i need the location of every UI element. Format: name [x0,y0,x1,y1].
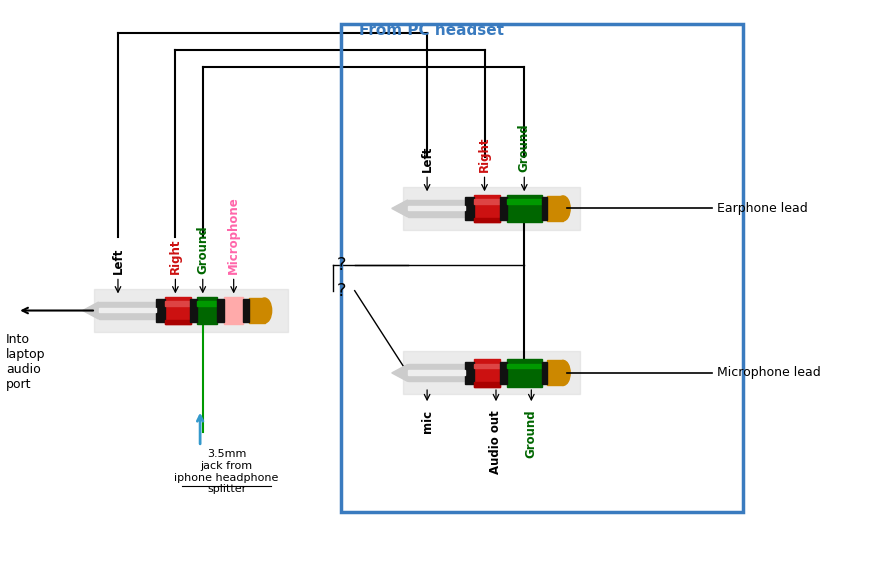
Bar [507,195,542,222]
Text: Microphone lead: Microphone lead [717,367,820,380]
Text: Into
laptop
audio
port: Into laptop audio port [6,333,45,391]
Text: Left: Left [112,247,124,274]
Bar [244,299,249,322]
Bar [465,361,474,384]
Bar [507,364,542,368]
Bar [403,351,580,394]
Text: Ground: Ground [197,225,209,274]
Bar [190,299,198,322]
Bar [408,206,465,210]
Bar [548,360,563,385]
Bar [165,320,191,324]
Bar [403,187,580,230]
Bar [341,24,743,512]
Text: ?: ? [337,256,346,274]
Bar [500,197,507,220]
Bar [198,297,217,324]
Bar [474,218,501,222]
Bar [408,370,465,374]
Bar [156,299,165,322]
Bar [507,200,542,204]
Text: Right: Right [169,238,182,274]
Text: Ground: Ground [525,410,538,458]
Text: ?: ? [337,282,346,300]
Bar [224,297,244,324]
Bar [198,302,217,306]
Bar [474,359,501,386]
Text: Ground: Ground [517,123,531,172]
Text: Right: Right [478,136,491,172]
Ellipse shape [258,298,272,323]
Bar [98,308,156,312]
Bar [542,361,548,384]
Bar [474,382,501,386]
Text: Earphone lead: Earphone lead [717,202,807,215]
Polygon shape [392,364,408,381]
Polygon shape [392,200,408,217]
Bar [249,298,265,323]
Bar [165,302,191,306]
Bar [542,197,548,220]
Bar [165,297,191,324]
Bar [474,364,501,368]
Text: Audio out: Audio out [489,410,502,474]
Text: mic: mic [421,410,433,433]
Bar [507,359,542,386]
Text: 3.5mm
jack from
iphone headphone
splitter: 3.5mm jack from iphone headphone splitte… [175,450,279,494]
Bar [98,302,156,319]
Bar [408,364,465,381]
Bar [500,361,507,384]
Text: Microphone: Microphone [227,196,240,274]
Text: From PC headset: From PC headset [359,23,504,38]
Bar [474,200,501,204]
Ellipse shape [556,360,571,385]
Bar [408,200,465,217]
Bar [465,197,474,220]
Bar [94,289,289,332]
Text: Left: Left [421,145,433,172]
Bar [548,196,563,221]
Ellipse shape [556,196,571,221]
Polygon shape [82,302,98,319]
Bar [474,195,501,222]
Bar [217,299,224,322]
